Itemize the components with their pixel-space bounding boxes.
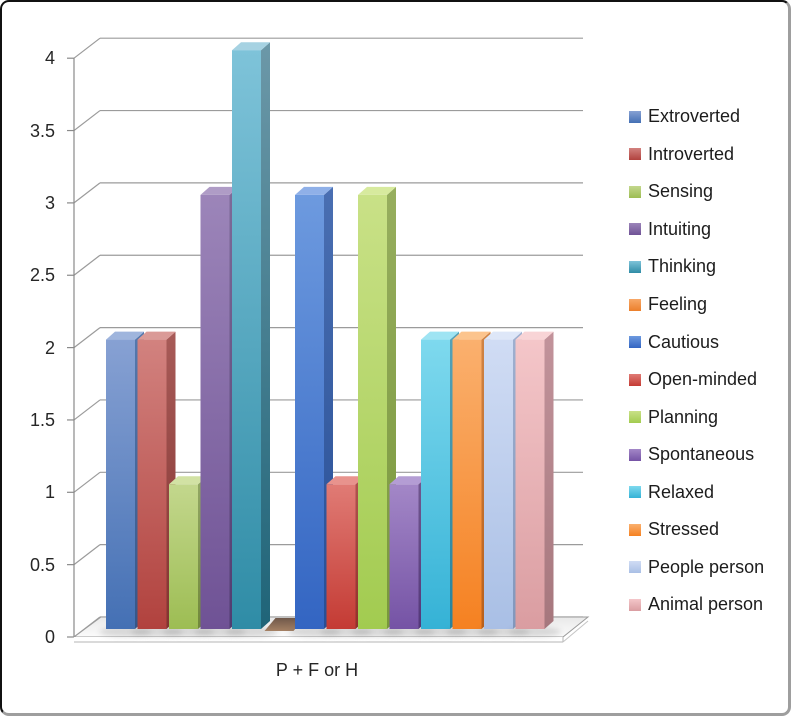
legend-item-label: Sensing [648, 181, 714, 202]
legend-swatch-icon [629, 185, 641, 198]
legend-item-people-person: People person [629, 549, 764, 587]
x-axis-category-label: P + F or H [275, 660, 359, 680]
gridline [67, 109, 583, 132]
legend-item-stressed: Stressed [629, 511, 764, 549]
legend-swatch-icon [629, 148, 641, 161]
legend-item-sensing: Sensing [629, 173, 764, 211]
gridline [67, 254, 583, 276]
legend-item-label: Cautious [648, 331, 720, 352]
legend-item-thinking: Thinking [629, 248, 764, 286]
legend-swatch-icon [629, 448, 641, 461]
legend-item-label: Intuiting [648, 218, 712, 239]
legend-item-label: Feeling [648, 294, 708, 314]
legend-item-relaxed: Relaxed [629, 473, 764, 511]
legend-swatch-icon [629, 411, 641, 424]
legend: Extroverted Introverted Sensing Intuiting Th… [629, 98, 764, 624]
legend-item-label: Stressed [648, 519, 720, 540]
legend-swatch-icon [629, 336, 641, 349]
legend-item-extroverted: Extroverted [629, 98, 764, 136]
legend-item-label: Extroverted [648, 106, 741, 127]
legend-item-label: Spontaneous [648, 444, 755, 465]
legend-item-label: People person [648, 556, 765, 577]
legend-item-feeling: Feeling [629, 286, 764, 324]
legend-swatch-icon [629, 561, 641, 574]
legend-swatch-icon [629, 486, 641, 499]
legend-swatch-icon [629, 598, 641, 611]
legend-swatch-icon [629, 373, 641, 386]
legend-item-label: Planning [648, 406, 719, 427]
bar-feeling [264, 618, 305, 631]
legend-swatch-icon [629, 223, 641, 236]
bar-animal-person [509, 331, 561, 637]
legend-swatch-icon [629, 523, 641, 536]
bar-cautious [288, 186, 341, 637]
legend-item-planning: Planning [629, 398, 764, 436]
legend-item-label: Thinking [648, 256, 717, 277]
legend-item-open-minded: Open-minded [629, 361, 764, 399]
legend-item-cautious: Cautious [629, 323, 764, 361]
legend-item-label: Animal person [648, 594, 764, 615]
chart-floor-edge [74, 620, 589, 643]
legend-item-animal-person: Animal person [629, 586, 764, 624]
legend-swatch-icon [629, 260, 641, 273]
legend-item-label: Relaxed [648, 481, 715, 502]
legend-item-label: Open-minded [648, 369, 758, 390]
legend-item-spontaneous: Spontaneous [629, 436, 764, 474]
legend-swatch-icon [629, 298, 641, 311]
legend-swatch-icon [629, 110, 641, 123]
bar-thinking [225, 42, 278, 637]
legend-item-introverted: Introverted [629, 136, 764, 174]
gridline [67, 37, 583, 59]
legend-item-intuiting: Intuiting [629, 211, 764, 249]
gridline [67, 327, 583, 349]
gridline [67, 182, 583, 204]
legend-item-label: Introverted [648, 143, 735, 164]
